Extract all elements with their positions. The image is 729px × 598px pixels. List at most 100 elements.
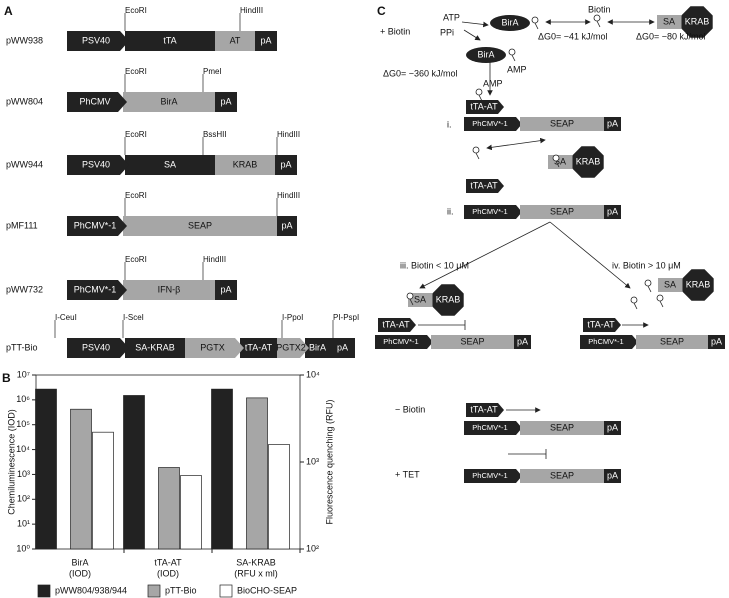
gene-segment	[215, 92, 237, 112]
biotin	[644, 279, 652, 287]
gene-segment	[125, 155, 215, 175]
x-tick-label: tTA-AT	[154, 557, 182, 567]
biotin	[552, 154, 560, 162]
tta-at	[466, 100, 504, 114]
dg-label: ΔG0= −360 kJ/mol	[383, 68, 458, 78]
segment-label: PhCMV*-1	[74, 284, 117, 294]
pa-label: pA	[607, 206, 618, 216]
promoter-label: PhCMV*-1	[472, 207, 507, 216]
y2-tick-label: 10⁴	[306, 369, 320, 379]
promoter	[67, 338, 129, 358]
krab	[432, 284, 464, 316]
legend-label: pTT-Bio	[165, 585, 197, 595]
tta-at-label: tTA-AT	[382, 319, 410, 329]
krab-label: KRAB	[686, 279, 711, 289]
biotin-stem	[596, 20, 601, 28]
segment-label: PSV40	[82, 342, 110, 352]
tta-at	[583, 318, 621, 332]
segment-label: pA	[281, 220, 292, 230]
site-label: HindIII	[277, 191, 300, 200]
segment-label: PhCMV	[79, 96, 110, 106]
condition: + Biotin	[380, 26, 410, 36]
gene-segment	[215, 280, 237, 300]
dg-label: ΔG0= −41 kJ/mol	[538, 31, 608, 41]
promoter	[580, 335, 638, 349]
promoter	[67, 155, 129, 175]
legend-swatch	[37, 584, 51, 598]
x-tick-label: BirA	[71, 557, 88, 567]
bira	[466, 47, 506, 63]
promoter-label: PhCMV*-1	[383, 337, 418, 346]
site-label: EcoRI	[125, 191, 147, 200]
biotin	[472, 146, 480, 154]
segment-label: PSV40	[82, 35, 110, 45]
y-tick-label: 10⁵	[16, 419, 30, 429]
arrow	[419, 221, 551, 289]
arrow	[463, 29, 481, 41]
label: ATP	[443, 12, 460, 22]
site-label: EcoRI	[125, 67, 147, 76]
gene-segment	[240, 338, 277, 358]
y-tick-label: 10²	[17, 494, 30, 504]
tta-at-label: tTA-AT	[470, 101, 498, 111]
site-label: HindIII	[240, 6, 263, 15]
construct-name: pMF111	[6, 220, 38, 230]
segment-label: PGTX	[200, 342, 225, 352]
sa-label: SA	[554, 156, 566, 166]
y-tick-label: 10¹	[17, 519, 30, 529]
bar	[246, 397, 268, 550]
krab-label: KRAB	[436, 294, 461, 304]
y2-tick-label: 10³	[306, 456, 319, 466]
construct-name: pWW938	[6, 35, 43, 45]
gene-segment	[123, 92, 215, 112]
promoter	[375, 335, 433, 349]
x-tick-unit: (IOD)	[157, 568, 179, 578]
pa-label: pA	[607, 470, 618, 480]
gene-segment	[275, 155, 297, 175]
y2-axis-label: Fluorescence quenching (RFU)	[324, 399, 334, 524]
promoter	[67, 31, 129, 51]
site-label: EcoRI	[125, 255, 147, 264]
biotin-stem	[534, 22, 539, 30]
tta-at	[466, 403, 504, 417]
site-label: I-PpoI	[282, 313, 303, 322]
segment-label: pA	[280, 159, 291, 169]
biotin	[630, 296, 638, 304]
gene-segment	[215, 155, 275, 175]
pa	[604, 205, 621, 219]
site-label: EcoRI	[125, 6, 147, 15]
seap	[520, 117, 604, 131]
arrow	[461, 21, 489, 28]
bar	[35, 388, 57, 550]
biotin-stem	[633, 302, 638, 310]
gene-segment	[305, 338, 330, 358]
y-tick-label: 10⁷	[17, 369, 30, 379]
panel-label: C	[377, 4, 386, 18]
promoter	[67, 280, 127, 300]
gene-segment	[330, 338, 355, 358]
condition: + TET	[395, 469, 420, 479]
bar	[70, 408, 92, 550]
x-tick-label: SA-KRAB	[236, 557, 276, 567]
bar	[92, 431, 114, 550]
gene-segment	[125, 338, 185, 358]
step-label: ii.	[447, 206, 454, 216]
gene-segment	[123, 280, 215, 300]
sa	[408, 293, 432, 307]
biotin	[508, 48, 516, 56]
segment-label: AT	[230, 35, 241, 45]
tta-at	[378, 318, 416, 332]
sa-label: SA	[414, 294, 426, 304]
sa-label: SA	[664, 279, 676, 289]
legend-label: pWW804/938/944	[55, 585, 127, 595]
biotin-stem	[647, 285, 652, 293]
seap	[636, 335, 708, 349]
krab	[681, 6, 713, 38]
segment-label: KRAB	[233, 159, 258, 169]
site-label: BssHII	[203, 130, 227, 139]
construct-name: pWW944	[6, 159, 43, 169]
step-label: iv. Biotin > 10 μM	[612, 260, 681, 270]
krab-label: KRAB	[685, 16, 710, 26]
legend-label: BioCHO-SEAP	[237, 585, 297, 595]
promoter	[464, 469, 522, 483]
